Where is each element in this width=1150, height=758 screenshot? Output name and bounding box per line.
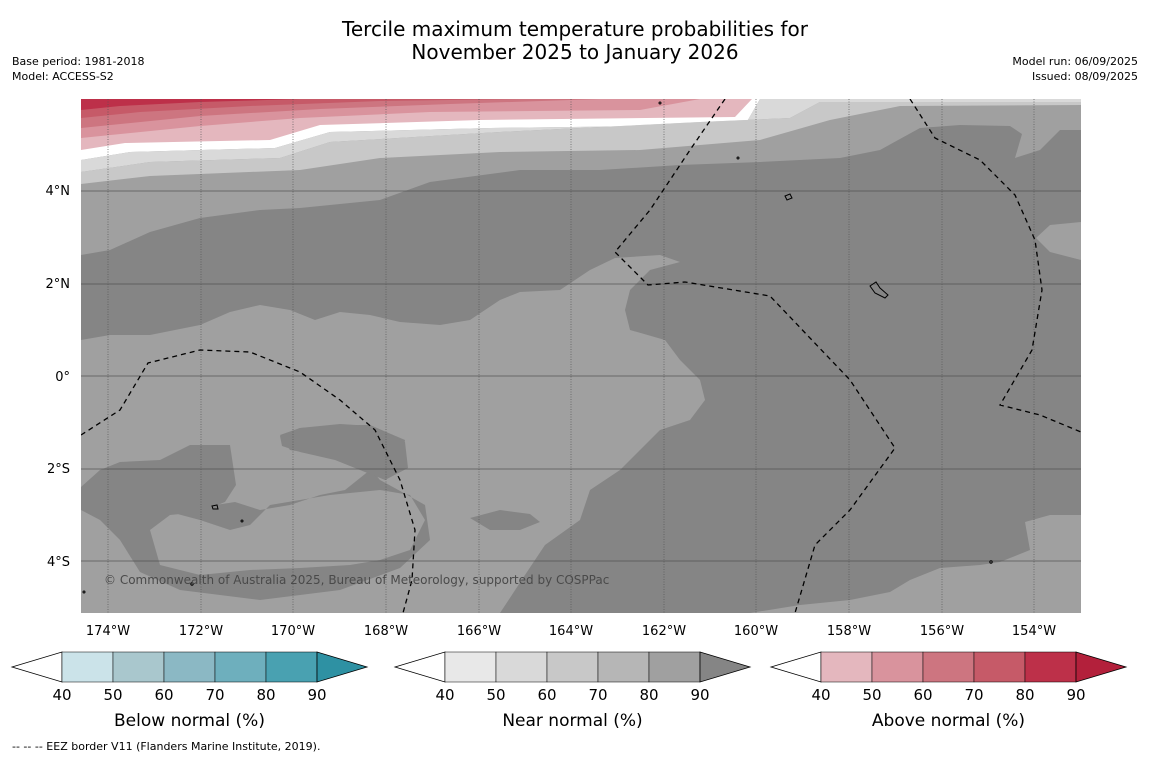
lon-label: 164°W [549, 624, 593, 639]
eez-border [81, 349, 416, 613]
colorbar-segment [444, 651, 497, 683]
colorbar-label: Above normal (%) [872, 711, 1025, 731]
lat-label: 2°S [47, 462, 70, 477]
eez-borders [81, 99, 1081, 613]
colorbar-extend-low [769, 651, 822, 683]
island [658, 101, 662, 105]
colorbar-tick: 90 [307, 686, 326, 704]
colorbar-segment [265, 651, 318, 683]
lon-label: 160°W [734, 624, 778, 639]
island [989, 560, 993, 564]
map-area [81, 99, 1081, 613]
colorbar-tick: 70 [588, 686, 607, 704]
colorbar-segment [1024, 651, 1077, 683]
island [869, 281, 889, 299]
map-title: Tercile maximum temperature probabilitie… [0, 18, 1150, 64]
colorbar-tick: 60 [154, 686, 173, 704]
meta-left: Base period: 1981-2018 Model: ACCESS-S2 [12, 54, 144, 84]
near-normal-band [81, 102, 1081, 184]
colorbar-label: Near normal (%) [502, 711, 642, 731]
lon-label: 156°W [920, 624, 964, 639]
lon-label: 158°W [827, 624, 871, 639]
colorbar-tick: 40 [811, 686, 830, 704]
lon-label: 154°W [1012, 624, 1056, 639]
colorbar-segment [648, 651, 701, 683]
colorbar-tick: 90 [690, 686, 709, 704]
colorbar-segment [163, 651, 216, 683]
colorbar-extend-high [1075, 651, 1128, 683]
islands [82, 101, 993, 594]
eez-border [909, 99, 1081, 433]
colorbar-extend-high [316, 651, 369, 683]
colorbar-tick: 40 [435, 686, 454, 704]
colorbar-tick: 80 [1015, 686, 1034, 704]
colorbar-segment [973, 651, 1026, 683]
island [211, 504, 219, 510]
graticule [81, 99, 1081, 613]
lon-label: 172°W [179, 624, 223, 639]
lat-label: 4°N [46, 184, 71, 199]
colorbar-tick: 50 [862, 686, 881, 704]
issued-date: Issued: 08/09/2025 [1031, 70, 1138, 83]
colorbar-3: 40 50 60 70 80 90 Above normal (%) [769, 651, 1128, 731]
model-run: Model run: 06/09/2025 [1012, 55, 1138, 68]
lon-label: 162°W [642, 624, 686, 639]
title-line-1: Tercile maximum temperature probabilitie… [342, 17, 808, 41]
near-normal-high-region [81, 125, 1081, 613]
copyright-notice: © Commonwealth of Australia 2025, Bureau… [104, 573, 609, 587]
colorbar-extend-low [393, 651, 446, 683]
colorbar-extend-low [10, 651, 63, 683]
colorbar-segment [112, 651, 165, 683]
island [736, 156, 740, 160]
colorbar-2: 40 50 60 70 80 90 Near normal (%) [393, 651, 752, 731]
lon-label: 168°W [364, 624, 408, 639]
colorbar-tick: 70 [205, 686, 224, 704]
colorbars: 40 50 60 70 80 90 Below normal (%) 40 50 60 70 80 90… [10, 651, 1128, 731]
meta-right: Model run: 06/09/2025 Issued: 08/09/2025 [1012, 54, 1138, 84]
colorbar-segment [820, 651, 873, 683]
lat-label: 2°N [46, 277, 71, 292]
above-normal-band [81, 99, 520, 118]
above-normal-band [81, 99, 300, 110]
colorbar-tick: 90 [1066, 686, 1085, 704]
eez-footnote: -- -- -- EEZ border V11 (Flanders Marine… [12, 740, 321, 753]
colorbar-tick: 60 [913, 686, 932, 704]
colorbar-tick: 80 [639, 686, 658, 704]
near-normal-high-region [470, 510, 540, 530]
lat-label: 0° [55, 370, 70, 385]
island [82, 590, 86, 594]
colorbar-tick: 50 [486, 686, 505, 704]
colorbar-segment [214, 651, 267, 683]
colorbar-tick: 40 [52, 686, 71, 704]
colorbar-segment [597, 651, 650, 683]
colorbar-segment [495, 651, 548, 683]
colorbar-segment [546, 651, 599, 683]
colorbar-tick: 80 [256, 686, 275, 704]
eez-border [614, 99, 896, 613]
base-period: Base period: 1981-2018 [12, 55, 145, 68]
colorbar-extend-high [699, 651, 752, 683]
lat-axis: 4°N 2°N 0° 2°S 4°S [46, 184, 71, 570]
lon-label: 170°W [271, 624, 315, 639]
title-line-2: November 2025 to January 2026 [411, 40, 739, 64]
colorbar-tick: 50 [103, 686, 122, 704]
island [784, 193, 793, 201]
island [190, 582, 194, 586]
colorbar-segment [871, 651, 924, 683]
island [240, 519, 244, 523]
lat-label: 4°S [47, 555, 70, 570]
colorbar-tick: 60 [537, 686, 556, 704]
lon-axis: 174°W 172°W 170°W 168°W 166°W 164°W 162°… [86, 624, 1056, 639]
colorbar-1: 40 50 60 70 80 90 Below normal (%) [10, 651, 369, 731]
colorbar-segment [922, 651, 975, 683]
lon-label: 166°W [457, 624, 501, 639]
lon-label: 174°W [86, 624, 130, 639]
colorbar-segment [61, 651, 114, 683]
near-normal-high-region [280, 424, 408, 480]
colorbar-label: Below normal (%) [114, 711, 265, 731]
colorbar-tick: 70 [964, 686, 983, 704]
model-name: Model: ACCESS-S2 [12, 70, 114, 83]
